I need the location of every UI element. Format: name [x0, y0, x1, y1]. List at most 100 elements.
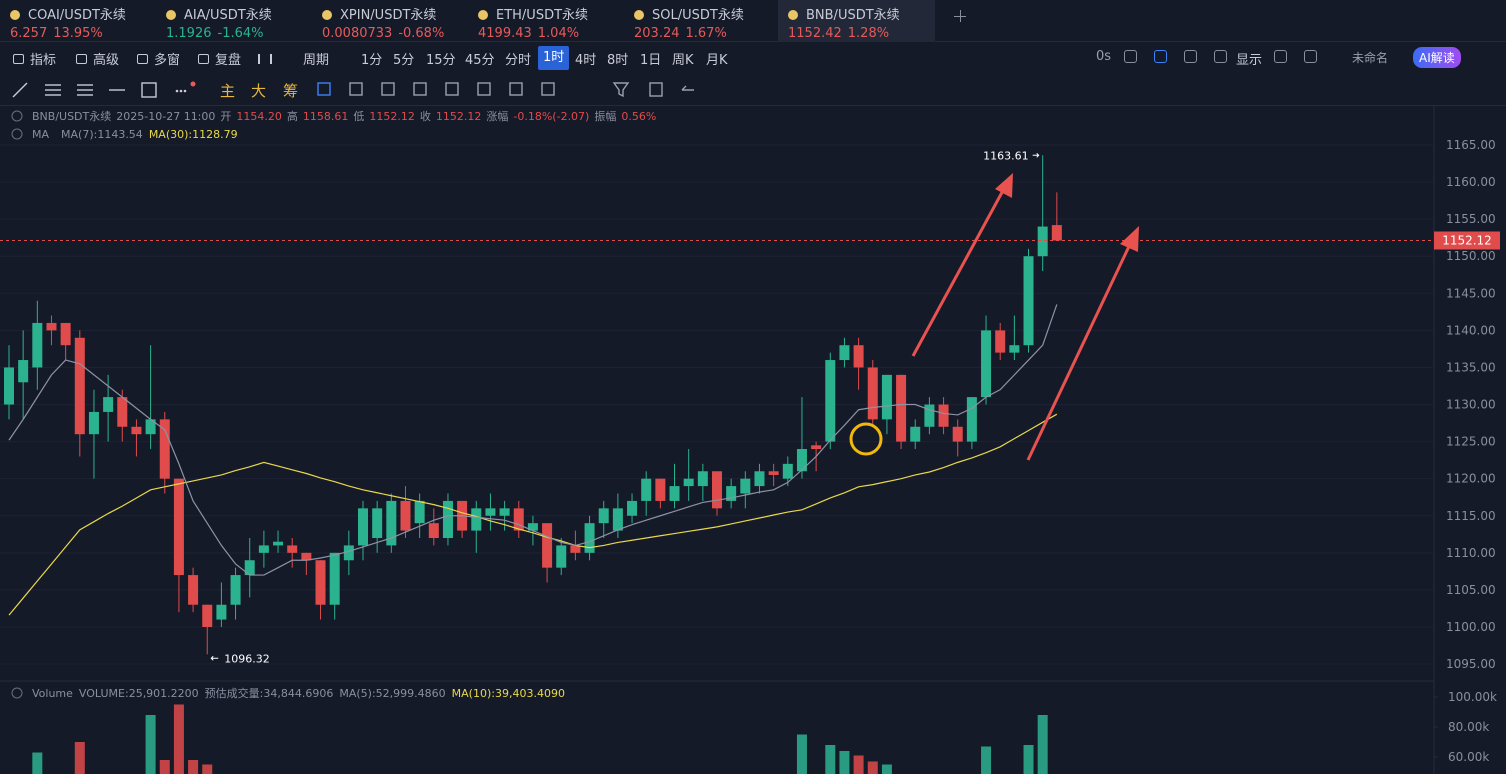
tab-bar: COAI/USDT永续 6.257 13.95% AIA/USDT永续 1.1926 -1…: [0, 0, 1506, 42]
price-tick-label: 1155.00: [1446, 212, 1496, 226]
interval-button[interactable]: 4时: [575, 53, 597, 68]
interval-button[interactable]: 月K: [706, 53, 728, 68]
tool-icons: [317, 82, 694, 98]
tab[interactable]: ETH/USDT永续 4199.43 1.04%: [468, 0, 624, 42]
toolbar-icon[interactable]: [1124, 50, 1137, 63]
toolbar-icon: [137, 54, 148, 64]
candle-body: [697, 471, 708, 487]
candle-body: [499, 508, 510, 516]
candle-body: [1009, 345, 1020, 353]
candle-body: [881, 374, 892, 420]
toolbar-icon: [198, 54, 209, 64]
tab-name: BNB/USDT永续: [788, 4, 935, 23]
candle-body: [598, 508, 609, 524]
volume-bar: [1023, 745, 1034, 774]
candle-body: [46, 322, 57, 331]
candle-body: [612, 508, 623, 531]
chart-tool[interactable]: 大: [251, 82, 267, 100]
interval-button[interactable]: 1日: [640, 53, 662, 68]
toolbar-icon[interactable]: [1154, 50, 1167, 63]
low-arrow: [210, 655, 219, 661]
tab[interactable]: SOL/USDT永续 203.24 1.67%: [624, 0, 780, 42]
candle-body: [258, 545, 269, 553]
interval-button[interactable]: 1时: [538, 46, 570, 70]
price-tick-label: 1130.00: [1446, 398, 1496, 412]
candle-body: [542, 523, 553, 568]
tab-quote: 4199.43 1.04%: [478, 26, 624, 41]
toolbar: 指标 高级 多窗 复盘 周期 1分 5分 15分 45分 分时 1时 4时 8时 1日 周K 月K 0s 显示 未命…: [0, 42, 1506, 73]
info-item: 开: [220, 110, 231, 123]
tab-change: -1.64%: [217, 26, 264, 41]
display-button[interactable]: 显示: [1236, 53, 1263, 68]
tab-name: XPIN/USDT永续: [322, 4, 468, 23]
toolbar-icon[interactable]: [1214, 50, 1227, 63]
toolbar-button[interactable]: 复盘: [215, 53, 242, 68]
info-item: -0.18%(-2.07): [513, 110, 589, 123]
candle-body: [1037, 226, 1048, 257]
tab-name: COAI/USDT永续: [10, 4, 156, 23]
annotation-circle: [849, 422, 883, 456]
candle-body: [202, 604, 213, 627]
toolbar-button[interactable]: 指标: [30, 53, 57, 68]
interval-button[interactable]: 5分: [393, 53, 415, 68]
chart-tool[interactable]: 筹: [283, 82, 299, 100]
tab-symbol: AIA/USDT永续: [184, 8, 272, 23]
tab-quote: 203.24 1.67%: [634, 26, 780, 41]
price-tick-label: 1145.00: [1446, 286, 1496, 300]
chart-tool[interactable]: 主: [220, 82, 236, 100]
info-item: BNB/USDT永续: [32, 109, 111, 123]
candle-body: [343, 545, 354, 561]
toolbar-button[interactable]: 高级: [93, 53, 120, 68]
candle-body: [981, 330, 992, 398]
volume-bar: [173, 704, 184, 774]
candle-body: [159, 419, 170, 479]
tab-change: 1.67%: [685, 26, 727, 41]
price-tick-label: 1135.00: [1446, 360, 1496, 374]
candle-body: [287, 545, 298, 553]
ai-button[interactable]: AI解读: [1413, 47, 1461, 68]
tab[interactable]: BNB/USDT永续 1152.42 1.28%: [778, 0, 935, 42]
toolbar-icon[interactable]: [1304, 50, 1317, 63]
volume-bar: [159, 760, 170, 774]
chart-type-icon: [258, 54, 272, 64]
timer: 0s: [1096, 49, 1112, 64]
candle-body: [754, 471, 765, 487]
candle-body: [230, 575, 241, 605]
interval-button[interactable]: 周K: [672, 53, 694, 68]
price-tick-label: 1120.00: [1446, 472, 1496, 486]
tab[interactable]: AIA/USDT永续 1.1926 -1.64%: [156, 0, 312, 42]
low-label: 1096.32: [224, 652, 269, 665]
toolbar-icon[interactable]: [1274, 50, 1287, 63]
interval-button[interactable]: 8时: [607, 53, 629, 68]
candle-body: [825, 360, 836, 442]
interval-button[interactable]: 15分: [426, 53, 456, 68]
layout-name[interactable]: 未命名: [1352, 51, 1389, 65]
interval-button[interactable]: 分时: [505, 53, 532, 68]
drawing-toolbar: 主大筹: [0, 73, 1506, 106]
toolbar-icon[interactable]: [1184, 50, 1197, 63]
candle-body: [216, 604, 227, 620]
candle-body: [867, 367, 878, 420]
candle-body: [428, 523, 439, 539]
candle-body: [358, 508, 368, 546]
collapse-icon: [11, 687, 23, 699]
tab-symbol: XPIN/USDT永续: [340, 8, 437, 23]
candle-body: [811, 445, 822, 450]
period-button[interactable]: 周期: [303, 53, 330, 68]
volume-bar: [796, 734, 807, 774]
add-tab[interactable]: [954, 10, 966, 22]
tab-name: SOL/USDT永续: [634, 4, 780, 23]
candle-body: [796, 449, 807, 472]
price-tick-label: 1095.00: [1446, 657, 1496, 671]
candle-body: [839, 345, 850, 361]
interval-button[interactable]: 1分: [361, 53, 383, 68]
tab-quote: 0.0080733 -0.68%: [322, 26, 468, 41]
toolbar-button[interactable]: 多窗: [154, 53, 181, 68]
ma30-label: MA(30):1128.79: [149, 128, 238, 141]
candle-body: [570, 545, 581, 553]
ma-info: MA MA(7):1143.54 MA(30):1128.79: [32, 128, 238, 141]
tab[interactable]: COAI/USDT永续 6.257 13.95%: [0, 0, 156, 42]
volume-bar: [825, 745, 836, 774]
tab[interactable]: XPIN/USDT永续 0.0080733 -0.68%: [312, 0, 468, 42]
interval-button[interactable]: 45分: [465, 53, 495, 68]
